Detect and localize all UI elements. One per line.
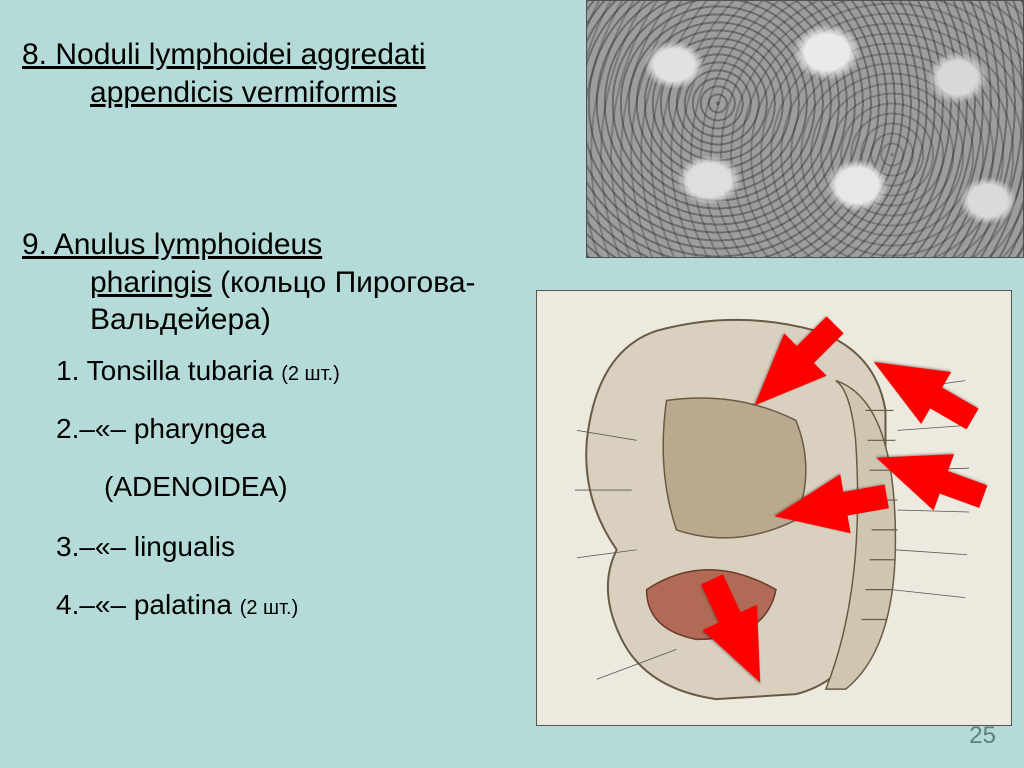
item-1-small: (2 шт.) xyxy=(281,363,340,385)
item-1-main: 1. Tonsilla tubaria xyxy=(56,355,281,386)
item-3: 3.–«– lingualis xyxy=(56,530,235,564)
slide: 8. Noduli lymphoidei aggredati appendici… xyxy=(0,0,1024,768)
page-number: 25 xyxy=(969,722,996,750)
heading-9-line3: Вальдейера) xyxy=(90,302,271,338)
heading-8-line1: 8. Noduli lymphoidei aggredati xyxy=(22,36,426,74)
heading-9-tail: (кольцо Пирогова- xyxy=(212,266,476,299)
heading-9-line1: 9. Anulus lymphoideus xyxy=(22,226,322,264)
heading-8-line2: appendicis vermiformis xyxy=(90,74,397,112)
item-4: 4.–«– palatina (2 шт.) xyxy=(56,588,298,622)
item-4-main: 4.–«– palatina xyxy=(56,589,240,620)
heading-9-line2: pharingis xyxy=(90,266,212,299)
item-2b: (ADENOIDEA) xyxy=(104,470,288,504)
item-1: 1. Tonsilla tubaria (2 шт.) xyxy=(56,354,340,388)
item-4-small: (2 шт.) xyxy=(240,597,299,619)
item-2: 2.–«– pharyngea xyxy=(56,412,266,446)
heading-9-line2-wrap: pharingis (кольцо Пирогова- xyxy=(90,264,476,302)
histology-image xyxy=(586,0,1024,258)
